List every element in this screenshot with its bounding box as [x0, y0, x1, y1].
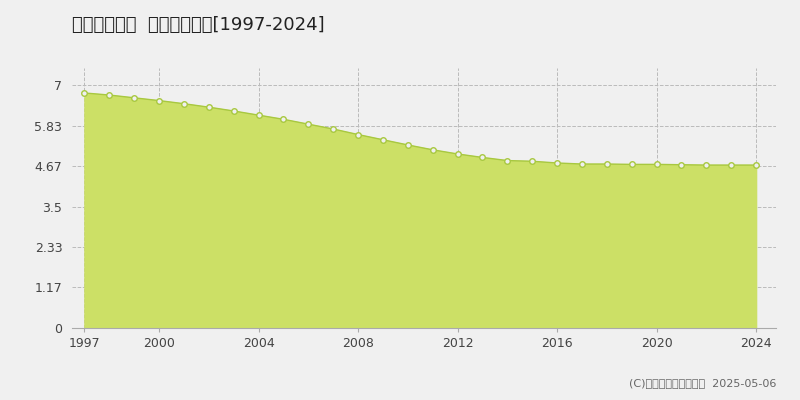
Text: 富良野市扇町  基準地価推移[1997-2024]: 富良野市扇町 基準地価推移[1997-2024] — [72, 16, 325, 34]
Text: (C)土地価格ドットコム  2025-05-06: (C)土地価格ドットコム 2025-05-06 — [629, 378, 776, 388]
